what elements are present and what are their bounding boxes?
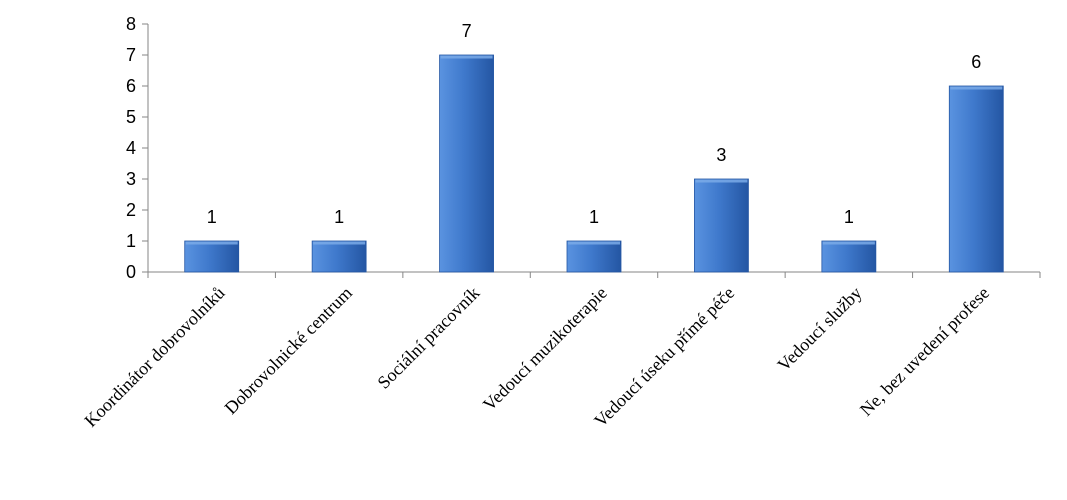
bar-top-highlight bbox=[313, 241, 366, 245]
bar-top-highlight bbox=[950, 86, 1003, 90]
bar bbox=[184, 240, 240, 273]
y-tick-label: 8 bbox=[126, 14, 136, 34]
data-label: 1 bbox=[334, 207, 344, 227]
category-label: Vedoucí úseku přímé péče bbox=[590, 283, 738, 431]
data-label: 1 bbox=[207, 207, 217, 227]
bar-top-highlight bbox=[568, 241, 620, 245]
x-axis bbox=[147, 271, 1041, 278]
y-tick-label: 7 bbox=[126, 45, 136, 65]
y-tick-label: 6 bbox=[126, 76, 136, 96]
bar bbox=[694, 178, 749, 273]
bar bbox=[948, 85, 1004, 273]
data-label: 1 bbox=[589, 207, 599, 227]
bar-top-highlight bbox=[822, 241, 875, 245]
data-label: 3 bbox=[716, 145, 726, 165]
y-axis: 0 1 2 3 4 5 6 7 8 bbox=[126, 14, 149, 282]
category-label: Dobrovolnické centrum bbox=[221, 283, 356, 418]
bar-top-highlight bbox=[185, 241, 238, 245]
bar-top-highlight bbox=[440, 55, 493, 59]
y-tick-label: 3 bbox=[126, 169, 136, 189]
y-tick-label: 5 bbox=[126, 107, 136, 127]
y-tick-label: 1 bbox=[126, 231, 136, 251]
category-label: Vedoucí muzikoterapie bbox=[479, 283, 611, 415]
y-tick-label: 4 bbox=[126, 138, 136, 158]
category-label: Koordinátor dobrovolníků bbox=[80, 283, 228, 431]
y-tick-label: 2 bbox=[126, 200, 136, 220]
bar bbox=[439, 54, 494, 273]
bar-top-highlight bbox=[695, 179, 748, 183]
bars bbox=[184, 54, 1004, 273]
category-label: Ne, bez uvedení profese bbox=[856, 283, 993, 420]
category-label: Vedoucí služby bbox=[773, 283, 865, 375]
data-label: 1 bbox=[844, 207, 854, 227]
bar bbox=[566, 240, 622, 273]
category-label: Sociální pracovník bbox=[373, 283, 483, 393]
bar bbox=[311, 240, 367, 273]
data-label: 7 bbox=[462, 21, 472, 41]
data-label: 6 bbox=[971, 52, 981, 72]
y-tick-label: 0 bbox=[126, 262, 136, 282]
bar bbox=[821, 240, 877, 273]
